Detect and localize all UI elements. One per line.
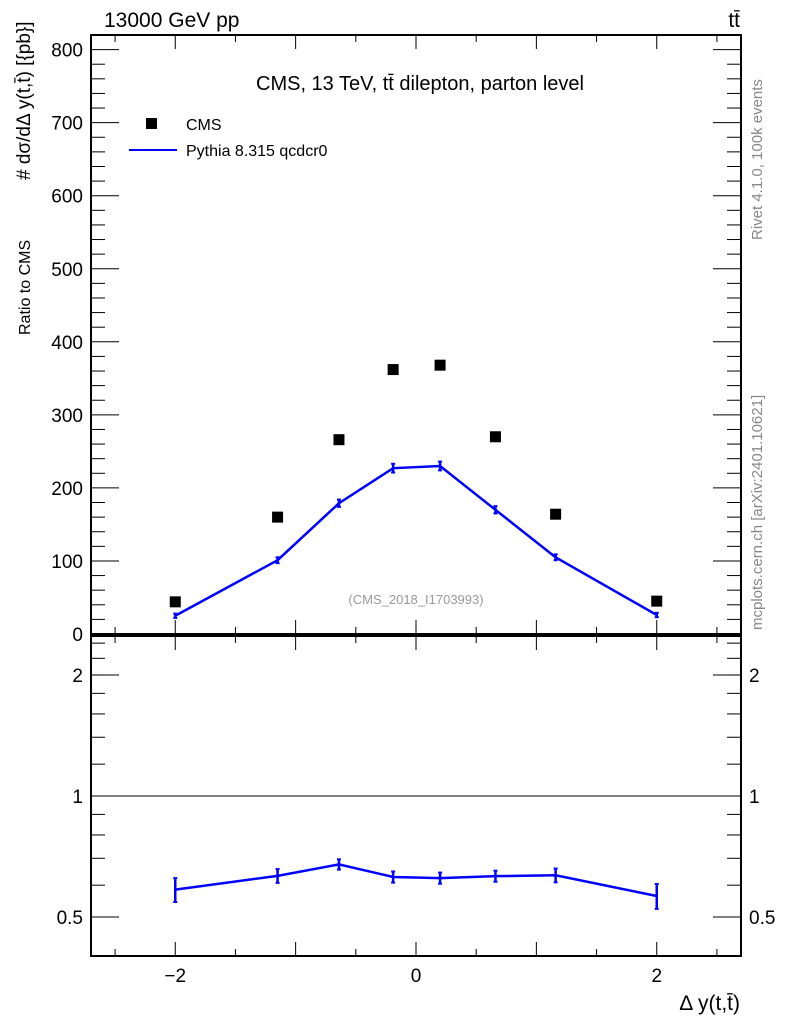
cms-data-point xyxy=(333,434,345,446)
ratio-line xyxy=(175,863,657,898)
cms-data-point xyxy=(272,511,284,523)
ratio-y-tick-label: 0.5 xyxy=(57,908,83,929)
x-tick-label: 2 xyxy=(651,966,662,987)
chart-title: CMS, 13 TeV, tt̄ dilepton, parton level xyxy=(256,73,584,95)
ratio-xlabel: Δ y(t,t̄) xyxy=(679,992,740,1015)
y-tick-label: 0 xyxy=(72,625,83,646)
legend-mc-label: Pythia 8.315 qcdcr0 xyxy=(186,143,328,160)
ratio-ylabel: Ratio to CMS xyxy=(17,240,34,335)
ratio-y-tick-label: 1 xyxy=(72,787,83,808)
mcplots-label: mcplots.cern.ch [arXiv:2401.10621] xyxy=(749,395,766,630)
y-tick-label: 100 xyxy=(51,552,83,573)
x-tick-label: −2 xyxy=(164,966,186,987)
cms-data-point xyxy=(489,431,501,443)
y-tick-label: 600 xyxy=(51,187,83,208)
y-tick-label: 400 xyxy=(51,333,83,354)
rivet-label: Rivet 4.1.0, 100k events xyxy=(749,79,766,240)
ratio-y-tick-label-right: 1 xyxy=(749,787,760,808)
ratio-y-tick-label-right: 0.5 xyxy=(749,908,775,929)
y-tick-label: 800 xyxy=(51,41,83,62)
ratio-y-tick-label: 2 xyxy=(72,666,83,687)
header-right: tt̄ xyxy=(728,9,740,32)
y-tick-label: 700 xyxy=(51,114,83,135)
cms-data-point xyxy=(387,364,399,376)
y-tick-label: 200 xyxy=(51,479,83,500)
y-tick-label: 500 xyxy=(51,260,83,281)
main-ylabel: # dσ/dΔ y(t,t̄) [{pb}] xyxy=(14,21,35,180)
mc-line xyxy=(174,464,658,617)
cms-data-point xyxy=(169,596,181,608)
legend-cms-marker xyxy=(146,118,157,129)
cms-data-point xyxy=(550,508,562,520)
y-tick-label: 300 xyxy=(51,406,83,427)
x-tick-label: 0 xyxy=(411,966,422,987)
header-left: 13000 GeV pp xyxy=(104,9,239,32)
cms-data-point xyxy=(651,595,663,607)
analysis-annotation: (CMS_2018_I1703993) xyxy=(348,592,483,607)
cms-data-point xyxy=(434,359,446,371)
legend-cms-label: CMS xyxy=(186,117,222,134)
ratio-y-tick-label-right: 2 xyxy=(749,666,760,687)
